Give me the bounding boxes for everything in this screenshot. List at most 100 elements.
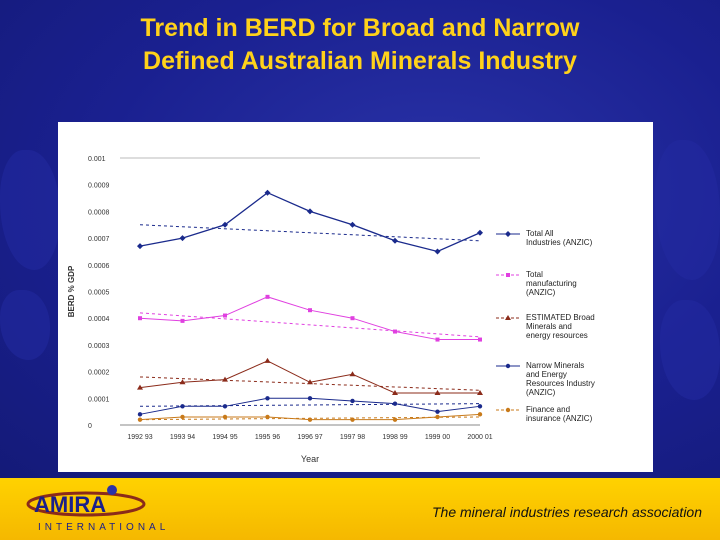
legend-label: energy resources [526, 331, 588, 340]
title-line-1: Trend in BERD for Broad and Narrow [140, 14, 580, 42]
x-tick-label: 1993 94 [170, 434, 195, 441]
legend-label: Narrow Minerals [526, 361, 584, 370]
data-point [180, 404, 185, 409]
legend-label: manufacturing [526, 279, 577, 288]
line-chart: 0.001 0.0009 0.0008 0.0007 0.0006 0.0005 0.000… [67, 156, 595, 464]
data-point [477, 389, 483, 395]
data-point [223, 313, 227, 318]
y-tick-label: 0.001 [88, 156, 106, 163]
data-point [222, 414, 228, 420]
data-point [264, 357, 271, 363]
data-point [349, 371, 356, 377]
legend-label: and Energy [526, 370, 567, 379]
data-point [350, 316, 355, 321]
x-tick-label: 1992 93 [127, 434, 152, 441]
y-tick-label: 0.0005 [88, 290, 110, 297]
y-tick-label: 0.0004 [88, 316, 110, 323]
data-point [137, 384, 143, 390]
amira-logo: AMIRA INTERNATIONAL [26, 485, 169, 533]
legend-label: insurance (ANZIC) [526, 414, 593, 423]
x-tick-label: 1996 97 [297, 434, 322, 441]
legend-label: Finance and [526, 405, 570, 414]
data-point [505, 363, 511, 369]
data-point [179, 379, 186, 385]
data-point [435, 409, 440, 414]
legend-label: Industries (ANZIC) [526, 238, 593, 247]
y-tick-label: 0.0002 [88, 370, 110, 377]
title-line-2: Defined Australian Minerals Industry [143, 47, 577, 75]
data-point [179, 235, 186, 242]
data-point [505, 407, 511, 413]
tagline: The mineral industries research associat… [431, 504, 702, 520]
y-tick-label: 0.0008 [88, 209, 110, 216]
data-point [222, 376, 228, 382]
x-tick-label: 1994 95 [212, 434, 237, 441]
data-point [392, 401, 398, 406]
y-tick-label: 0.0009 [88, 183, 110, 190]
legend-label: Resources Industry [526, 379, 595, 388]
chart-panel: 0.001 0.0009 0.0008 0.0007 0.0006 0.0005 0.000… [58, 122, 653, 472]
data-point [350, 417, 355, 422]
data-point [477, 229, 483, 236]
data-point [222, 404, 228, 409]
y-tick-label: 0.0007 [88, 236, 110, 243]
data-point [477, 412, 483, 417]
legend-label: (ANZIC) [526, 388, 556, 397]
y-tick-label: 0.0001 [88, 396, 110, 403]
logo-subtext: INTERNATIONAL [38, 522, 169, 533]
footer-bar: AMIRA INTERNATIONAL The mineral industri… [0, 478, 720, 540]
map-decoration [0, 150, 60, 270]
data-point [222, 221, 228, 228]
data-point [506, 273, 510, 277]
legend-label: Total All [526, 229, 554, 238]
data-point [307, 379, 313, 385]
data-point [393, 329, 397, 334]
x-tick-label: 1999 00 [425, 434, 450, 441]
data-point [350, 398, 355, 404]
data-point [505, 231, 511, 237]
trend-line [139, 403, 481, 407]
data-point [307, 417, 313, 422]
data-point [434, 248, 441, 255]
data-point [137, 417, 143, 422]
x-tick-label: 1995 96 [255, 434, 280, 441]
data-point [265, 294, 270, 299]
slide-title: Trend in BERD for Broad and Narrow Defin… [0, 12, 720, 78]
y-axis-label: BERD % GDP [67, 265, 76, 317]
map-decoration [0, 290, 50, 360]
y-tick-label: 0 [88, 423, 92, 430]
data-point [138, 316, 142, 321]
data-point [477, 404, 483, 409]
data-point [435, 337, 440, 342]
data-point [435, 414, 440, 420]
data-point [308, 308, 312, 313]
x-tick-label: 1998 99 [382, 434, 407, 441]
data-point [180, 414, 185, 420]
data-point [392, 389, 398, 395]
x-tick-label: 1997 98 [340, 434, 365, 441]
map-decoration [660, 300, 720, 400]
data-point [349, 221, 356, 228]
data-point [392, 417, 398, 422]
trend-line [139, 224, 481, 242]
data-point [307, 208, 313, 215]
logo-text: AMIRA [34, 492, 106, 517]
x-axis-label: Year [301, 454, 319, 464]
legend-label: (ANZIC) [526, 288, 556, 297]
series-line [139, 191, 481, 253]
data-point [137, 412, 143, 417]
data-point [478, 337, 482, 342]
data-point [505, 315, 511, 320]
data-point [265, 414, 270, 420]
data-point [392, 237, 398, 244]
data-point [137, 243, 143, 250]
data-point [307, 396, 313, 401]
legend-label: ESTIMATED Broad [526, 313, 595, 322]
legend-label: Total [526, 270, 543, 279]
y-tick-label: 0.0003 [88, 343, 110, 350]
map-decoration [655, 140, 720, 280]
y-tick-label: 0.0006 [88, 263, 110, 270]
legend-label: Minerals and [526, 322, 572, 331]
x-tick-label: 2000 01 [467, 434, 492, 441]
data-point [264, 189, 271, 196]
